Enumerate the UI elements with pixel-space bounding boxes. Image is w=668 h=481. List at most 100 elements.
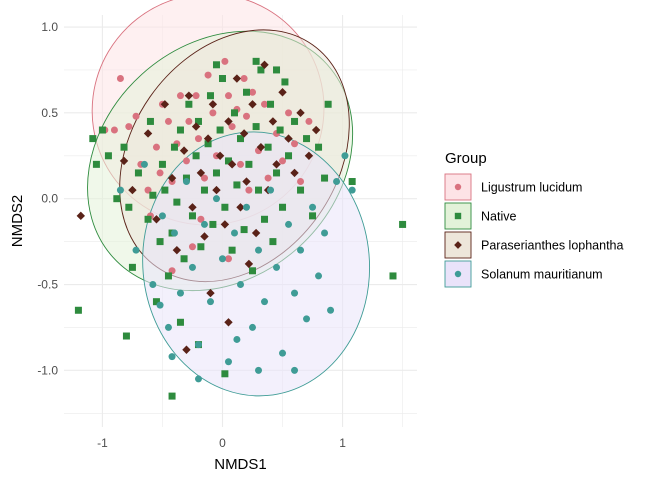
data-point	[233, 181, 241, 189]
data-point	[248, 100, 257, 109]
data-point	[261, 215, 269, 223]
data-point	[224, 255, 232, 263]
data-point	[212, 185, 221, 195]
data-point	[170, 143, 178, 151]
data-point	[188, 243, 196, 251]
data-point	[243, 112, 251, 120]
data-point	[176, 318, 184, 326]
data-point	[269, 238, 277, 246]
x-tick-label: 0	[219, 436, 226, 450]
data-point	[143, 129, 153, 138]
data-point	[221, 370, 229, 378]
data-point	[305, 117, 313, 125]
data-point	[290, 168, 299, 178]
data-point	[278, 88, 287, 97]
data-point	[291, 366, 299, 374]
data-point	[285, 152, 293, 160]
data-point	[212, 195, 220, 203]
data-point	[194, 135, 202, 143]
data-point	[228, 246, 236, 254]
data-point	[291, 289, 299, 297]
data-point	[255, 366, 263, 374]
data-point	[160, 100, 170, 109]
data-point	[164, 323, 172, 331]
data-point	[227, 160, 237, 169]
data-point	[119, 156, 129, 166]
legend-label: Solanum mauritianum	[481, 268, 603, 282]
y-tick-label: 1.0	[41, 20, 58, 34]
data-point	[92, 160, 100, 168]
data-point	[89, 135, 97, 143]
data-point	[209, 109, 217, 117]
data-point	[304, 151, 314, 160]
data-point	[132, 112, 140, 120]
data-point	[200, 232, 209, 241]
data-point	[212, 61, 220, 69]
data-point	[244, 259, 254, 269]
data-point	[204, 140, 212, 148]
data-point	[267, 186, 275, 194]
legend-item: Native	[444, 202, 516, 230]
data-point	[194, 117, 202, 125]
data-point	[206, 298, 214, 306]
data-point	[261, 298, 269, 306]
legend-label: Ligustrum lucidum	[481, 181, 582, 195]
legend-marker	[454, 241, 462, 249]
y-tick-label: 0.0	[41, 192, 58, 206]
data-point	[161, 186, 169, 194]
data-point	[237, 281, 244, 289]
data-point	[273, 66, 281, 74]
data-point	[389, 272, 397, 280]
data-point	[237, 135, 244, 143]
data-point	[264, 174, 272, 182]
data-point	[224, 318, 233, 327]
data-point	[341, 152, 349, 160]
data-point	[74, 306, 82, 314]
data-point	[192, 92, 200, 100]
data-point	[188, 212, 196, 220]
data-point	[185, 117, 193, 125]
data-point	[315, 272, 323, 280]
data-point	[224, 117, 233, 126]
data-point	[303, 315, 311, 323]
data-point	[309, 203, 317, 211]
data-point	[194, 375, 202, 383]
data-point	[309, 212, 317, 220]
data-point	[179, 146, 189, 155]
data-point	[281, 78, 289, 86]
x-axis-title: NMDS1	[214, 456, 267, 473]
data-point	[220, 220, 230, 229]
data-point	[176, 289, 184, 297]
data-point	[203, 134, 213, 143]
data-point	[242, 177, 251, 186]
data-point	[261, 100, 269, 108]
data-point	[297, 186, 305, 194]
data-point	[200, 186, 208, 194]
data-point	[243, 88, 251, 96]
data-points	[74, 57, 407, 400]
y-tick-label: 0.5	[41, 106, 58, 120]
data-point	[197, 215, 205, 223]
data-point	[98, 126, 106, 134]
data-point	[252, 57, 260, 65]
data-point	[239, 129, 249, 138]
data-point	[232, 74, 242, 83]
data-point	[249, 267, 257, 275]
data-point	[208, 100, 218, 109]
data-point	[182, 157, 190, 165]
data-point	[125, 203, 133, 211]
data-point	[276, 126, 284, 134]
data-point	[260, 60, 269, 69]
data-point	[152, 298, 160, 306]
data-point	[399, 220, 407, 228]
data-point	[132, 246, 140, 254]
data-point	[200, 220, 208, 228]
data-point	[315, 143, 323, 151]
data-point	[321, 174, 329, 182]
data-point	[156, 169, 164, 177]
data-point	[196, 168, 206, 178]
data-point	[152, 143, 160, 151]
legend-item: Ligustrum lucidum	[444, 173, 582, 201]
data-point	[255, 246, 263, 254]
